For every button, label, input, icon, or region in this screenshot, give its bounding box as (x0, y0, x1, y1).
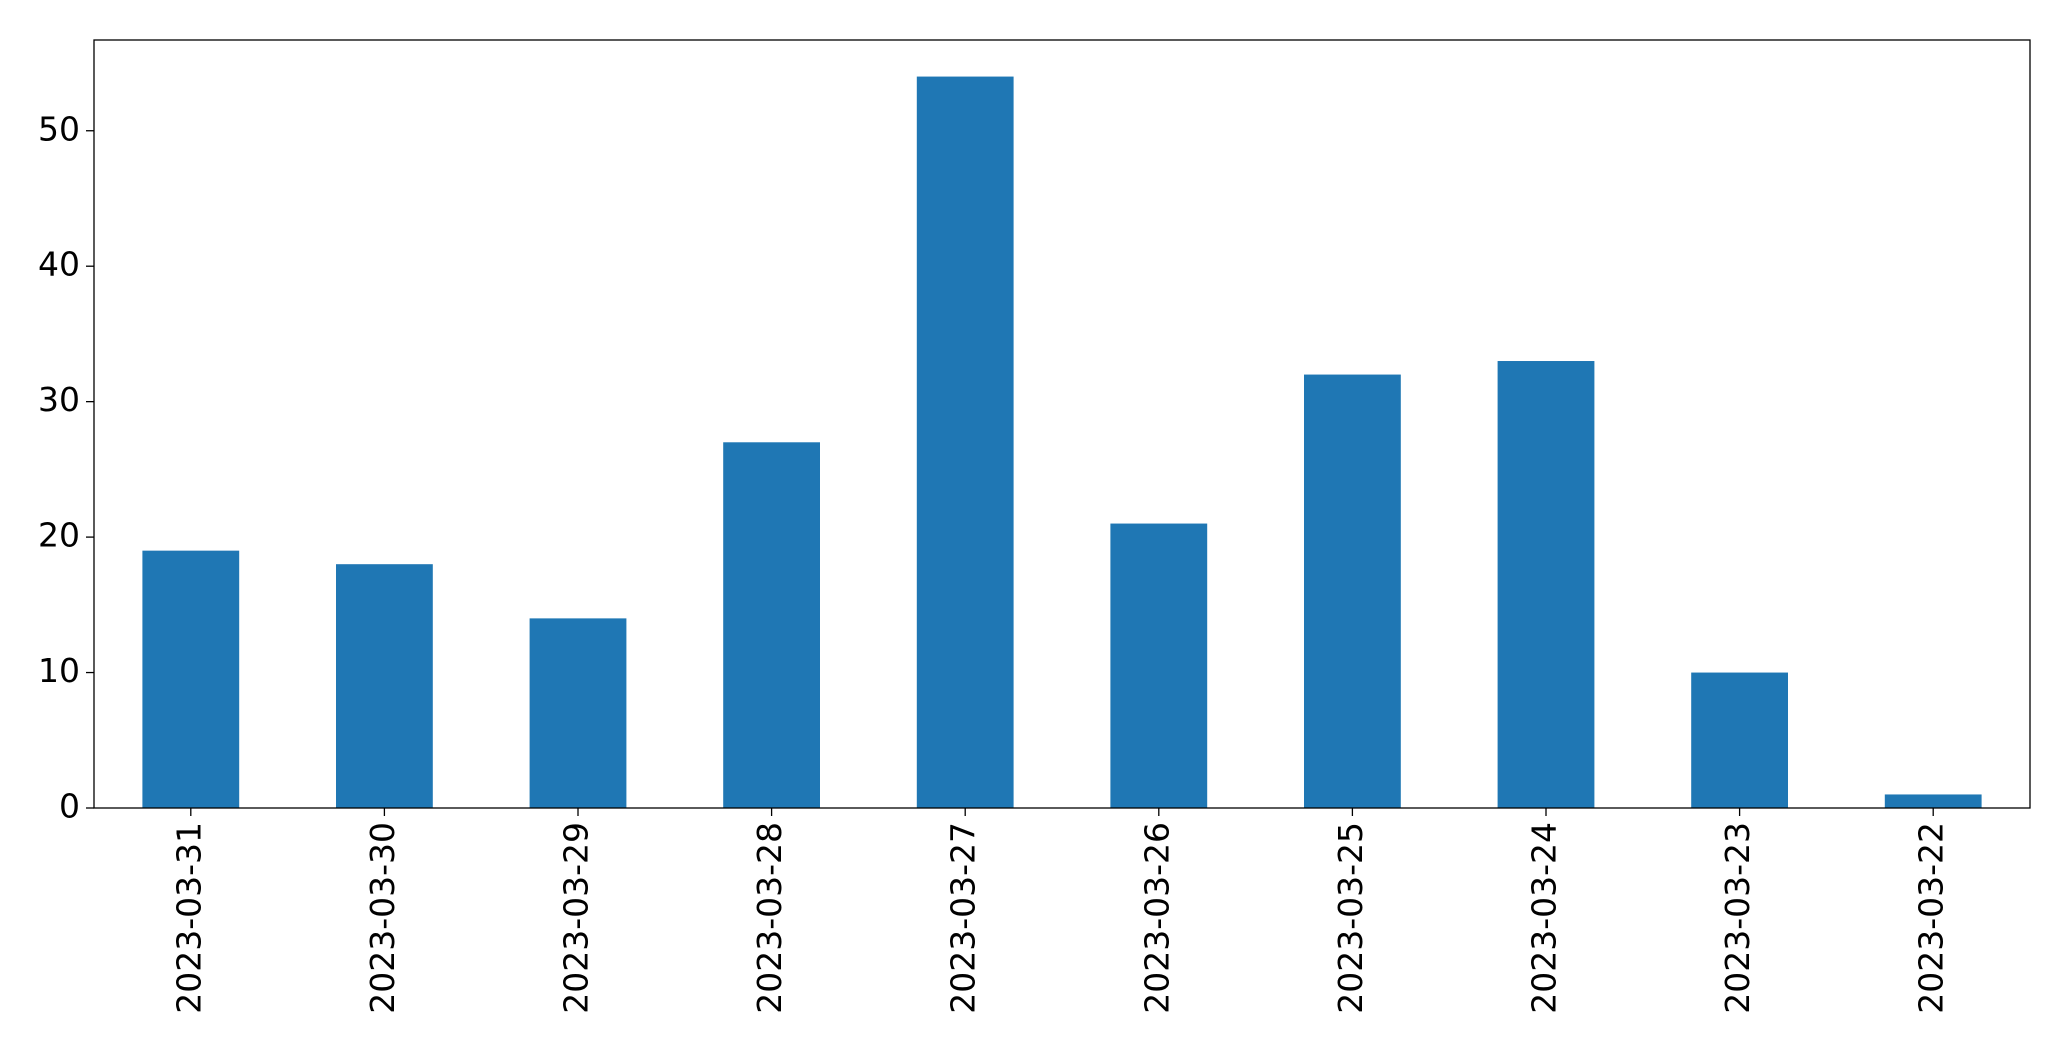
bar (723, 442, 820, 808)
x-tick-label: 2023-03-28 (750, 822, 789, 1014)
x-tick-label: 2023-03-23 (1718, 822, 1757, 1014)
bar (1497, 361, 1595, 808)
x-tick-label: 2023-03-22 (1912, 822, 1951, 1014)
bar (1691, 672, 1788, 808)
y-tick-label: 30 (38, 380, 80, 419)
bar (142, 550, 240, 808)
bar (1884, 794, 1982, 808)
x-tick-label: 2023-03-24 (1525, 822, 1564, 1014)
x-tick-label: 2023-03-27 (944, 822, 983, 1014)
y-tick-label: 50 (38, 109, 80, 148)
bar (1110, 523, 1208, 808)
bar (336, 564, 433, 808)
y-tick-label: 40 (38, 245, 80, 284)
bar (529, 618, 627, 808)
x-tick-label: 2023-03-26 (1137, 822, 1176, 1014)
x-tick-label: 2023-03-25 (1331, 822, 1370, 1014)
plot-frame (93, 39, 2031, 809)
x-tick-label: 2023-03-30 (363, 822, 402, 1014)
bar (1304, 374, 1401, 808)
y-tick-label: 10 (38, 651, 80, 690)
y-tick-label: 0 (59, 787, 80, 826)
y-tick-label: 20 (38, 516, 80, 555)
x-tick-label: 2023-03-31 (169, 822, 208, 1014)
x-tick-label: 2023-03-29 (557, 822, 596, 1014)
bar (916, 76, 1014, 809)
